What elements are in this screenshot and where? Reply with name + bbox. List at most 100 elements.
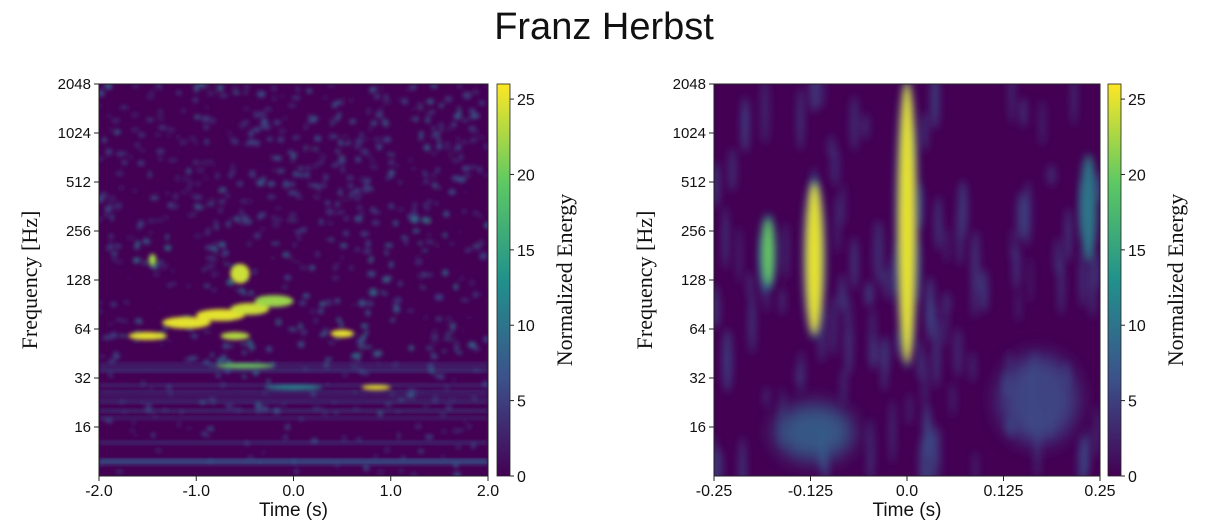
noise-speck (149, 230, 153, 235)
noise-speck (437, 138, 442, 143)
noise-speck (225, 403, 234, 409)
noise-speck (341, 166, 345, 173)
noise-speck (156, 110, 163, 117)
noise-streak (889, 399, 896, 464)
noise-speck (366, 107, 372, 115)
noise-speck (388, 203, 394, 209)
noise-streak (881, 335, 889, 378)
noise-streak (882, 366, 887, 392)
noise-speck (386, 152, 395, 156)
noise-speck (210, 246, 215, 251)
noise-speck (255, 358, 261, 364)
noise-speck (430, 84, 438, 89)
noise-speck (383, 123, 389, 128)
noise-speck (355, 138, 364, 144)
noise-speck (452, 428, 459, 434)
noise-speck (259, 212, 267, 217)
noise-speck (471, 344, 475, 350)
noise-speck (186, 213, 195, 218)
noise-speck (395, 95, 400, 98)
noise-speck (287, 213, 291, 217)
noise-speck (112, 256, 116, 261)
noise-speck (387, 159, 395, 166)
noise-speck (457, 84, 462, 89)
noise-speck (133, 245, 140, 250)
noise-speck (257, 111, 267, 117)
noise-speck (338, 319, 344, 325)
heatmap-field (714, 84, 1100, 476)
noise-speck (448, 189, 456, 195)
noise-streak (747, 271, 753, 299)
noise-speck (372, 137, 382, 142)
noise-speck (373, 455, 378, 460)
noise-speck (228, 174, 233, 178)
noise-speck (455, 104, 461, 109)
noise-speck (378, 107, 384, 114)
noise-speck (446, 97, 454, 101)
noise-speck (284, 275, 292, 281)
noise-speck (134, 318, 142, 324)
noise-speck (474, 346, 480, 352)
noise-speck (312, 147, 319, 151)
noise-speck (159, 342, 165, 348)
noise-speck (431, 329, 440, 333)
noise-speck (102, 335, 112, 341)
noise-speck (314, 135, 322, 142)
noise-streak (1039, 99, 1046, 147)
noise-speck (119, 106, 129, 109)
noise-speck (342, 95, 347, 100)
x-tick-label: 2.0 (477, 483, 499, 500)
noise-speck (341, 132, 350, 138)
noise-speck (205, 106, 209, 109)
noise-speck (446, 127, 451, 132)
noise-speck (111, 377, 116, 381)
noise-speck (388, 169, 396, 176)
noise-speck (150, 386, 154, 391)
noise-speck (99, 90, 105, 97)
noise-speck (425, 110, 431, 117)
noise-speck (299, 300, 307, 306)
noise-speck (246, 242, 252, 246)
noise-speck (438, 103, 444, 108)
noise-speck (278, 129, 287, 134)
noise-speck (410, 256, 419, 263)
noise-speck (382, 136, 392, 143)
noise-speck (484, 222, 488, 229)
noise-speck (436, 317, 442, 321)
noise-speck (296, 86, 300, 93)
noise-speck (211, 288, 217, 292)
noise-speck (338, 323, 345, 328)
noise-speck (205, 434, 210, 438)
noise-speck (245, 215, 251, 219)
noise-speck (324, 299, 333, 306)
noise-speck (455, 144, 462, 151)
noise-speck (270, 168, 280, 173)
noise-speck (356, 205, 363, 210)
noise-speck (327, 84, 336, 87)
noise-speck (241, 342, 247, 346)
noise-speck (301, 227, 305, 232)
noise-speck (382, 98, 392, 105)
noise-speck (379, 86, 386, 90)
noise-speck (337, 112, 342, 118)
noise-speck (373, 350, 382, 357)
noise-speck (373, 93, 381, 100)
noise-speck (311, 183, 320, 188)
noise-streak (1065, 207, 1072, 263)
noise-speck (377, 143, 382, 150)
noise-speck (193, 140, 198, 146)
noise-streak (937, 427, 942, 476)
noise-speck (121, 160, 128, 165)
colorbar-tick-label: 0 (1128, 469, 1137, 486)
noise-speck (271, 221, 280, 229)
noise-speck (194, 87, 199, 93)
noise-speck (171, 281, 177, 286)
noise-speck (463, 173, 472, 178)
noise-speck (457, 176, 466, 183)
noise-streak (760, 84, 770, 145)
lowfreq-band (99, 459, 488, 463)
x-tick-label: -0.125 (788, 483, 833, 500)
noise-speck (409, 194, 416, 197)
noise-speck (153, 188, 161, 192)
noise-speck (323, 182, 329, 190)
